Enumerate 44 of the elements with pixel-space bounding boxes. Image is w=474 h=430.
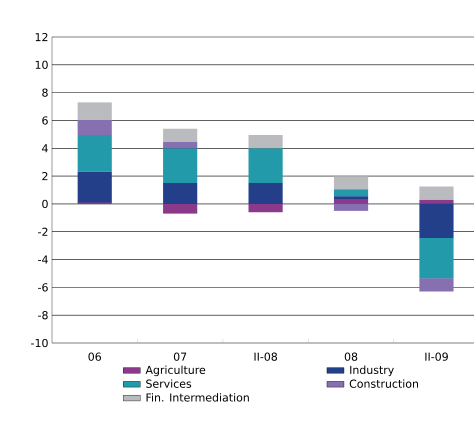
y-tick-label: -8 [38, 311, 48, 320]
x-tick-label: 06 [88, 352, 101, 361]
bar [419, 200, 454, 204]
y-tick-label: 6 [42, 116, 48, 125]
bar [334, 204, 368, 211]
bar [163, 148, 198, 184]
legend-label: Construction [350, 379, 418, 388]
bar [78, 120, 112, 136]
bar [248, 135, 283, 148]
x-tick-label: II-08 [254, 352, 278, 361]
bar [248, 204, 283, 212]
y-tick-label: 8 [42, 88, 48, 97]
y-tick-label: 2 [42, 172, 48, 180]
y-tick-label: 4 [42, 144, 48, 152]
x-tick-label: 07 [174, 352, 186, 361]
bar [78, 172, 112, 203]
y-tick-label: 12 [36, 32, 48, 42]
y-tick-label: -6 [38, 283, 48, 292]
x-tick-label: II-09 [425, 352, 448, 361]
bar [334, 200, 368, 204]
y-tick-label: -2 [38, 228, 48, 236]
bar [248, 183, 283, 204]
bar [419, 278, 454, 292]
bar [163, 128, 198, 142]
legend-label: Fin. Intermediation [146, 393, 249, 402]
bar [334, 176, 368, 190]
bar [163, 183, 198, 204]
legend-label: Agriculture [146, 366, 206, 376]
y-tick-label: 10 [36, 60, 48, 69]
bar [78, 102, 112, 120]
legend-label: Industry [350, 366, 394, 376]
x-tick-label: 08 [344, 352, 358, 361]
y-tick-label: 0 [42, 200, 48, 208]
legend-label: Services [146, 379, 192, 388]
y-tick-label: -4 [38, 256, 48, 264]
y-tick-label: -10 [31, 338, 48, 348]
bar [419, 204, 454, 238]
bar [78, 135, 112, 172]
bar [248, 148, 283, 184]
bar [334, 189, 368, 196]
bar [163, 204, 198, 214]
bar [163, 142, 198, 148]
bar [419, 186, 454, 200]
bar [419, 238, 454, 278]
